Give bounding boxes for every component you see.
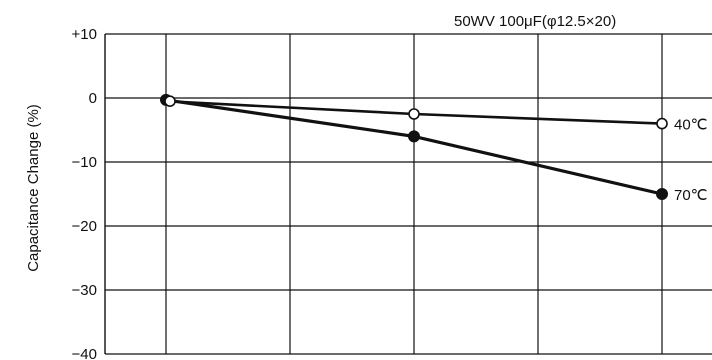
- y-axis: +10 0 −10 −20 −30 −40: [72, 26, 106, 360]
- series-label-70c: 70℃: [674, 187, 708, 204]
- data-point-40c: [164, 95, 176, 107]
- y-axis-label: Capacitance Change (%): [25, 104, 42, 272]
- data-points: 70℃ 40℃: [160, 93, 708, 204]
- y-tick-label: −40: [72, 346, 97, 360]
- grid: [105, 33, 712, 355]
- data-point-70c: [656, 188, 668, 200]
- y-tick-label: −20: [72, 218, 97, 235]
- chart-title: 50WV 100μF(φ12.5×20): [454, 13, 616, 30]
- y-tick-label: −30: [72, 282, 97, 299]
- y-tick-label: +10: [72, 26, 97, 43]
- y-tick-label: 0: [89, 90, 97, 107]
- data-point-70c: [408, 130, 420, 143]
- data-point-40c: [656, 117, 668, 130]
- y-tick-label: −10: [72, 154, 97, 171]
- series-label-40c: 40℃: [674, 117, 708, 134]
- data-point-40c: [408, 108, 420, 120]
